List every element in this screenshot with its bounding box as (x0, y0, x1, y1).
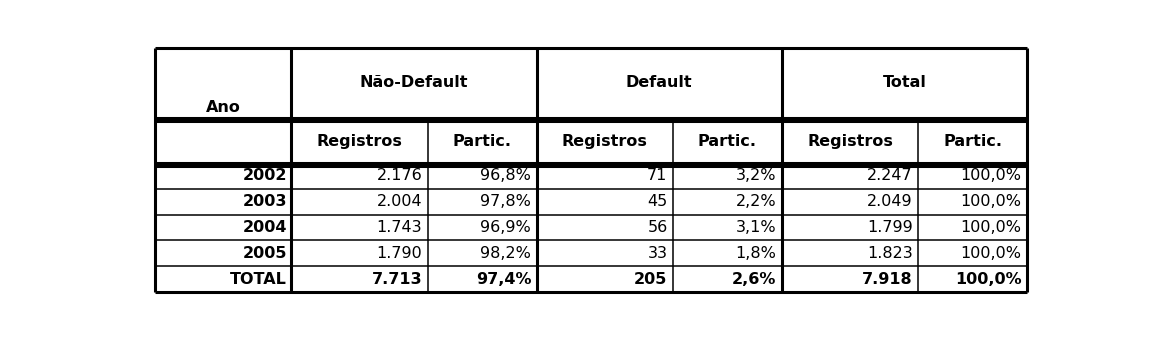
Text: Registros: Registros (807, 134, 892, 149)
Text: 7.713: 7.713 (371, 272, 422, 287)
Text: 2002: 2002 (242, 168, 287, 183)
Text: 33: 33 (648, 246, 668, 261)
Text: Total: Total (882, 75, 926, 90)
Text: Registros: Registros (317, 134, 402, 149)
Text: 100,0%: 100,0% (960, 220, 1022, 235)
Text: 100,0%: 100,0% (955, 272, 1022, 287)
Text: 2,6%: 2,6% (732, 272, 776, 287)
Text: 2.247: 2.247 (867, 168, 913, 183)
Text: 3,2%: 3,2% (736, 168, 776, 183)
Text: 100,0%: 100,0% (960, 246, 1022, 261)
Text: TOTAL: TOTAL (229, 272, 287, 287)
Text: Partic.: Partic. (698, 134, 756, 149)
Text: 2.176: 2.176 (377, 168, 422, 183)
Text: 100,0%: 100,0% (960, 194, 1022, 209)
Text: 2005: 2005 (242, 246, 287, 261)
Text: 100,0%: 100,0% (960, 168, 1022, 183)
Text: 71: 71 (647, 168, 668, 183)
Text: 2003: 2003 (242, 194, 287, 209)
Text: 2004: 2004 (242, 220, 287, 235)
Text: 1.823: 1.823 (867, 246, 913, 261)
Text: 1,8%: 1,8% (736, 246, 776, 261)
Text: 98,2%: 98,2% (481, 246, 532, 261)
Text: 1.790: 1.790 (377, 246, 422, 261)
Text: 2.049: 2.049 (867, 194, 913, 209)
Text: Registros: Registros (562, 134, 648, 149)
Text: 3,1%: 3,1% (736, 220, 776, 235)
Text: 1.743: 1.743 (377, 220, 422, 235)
Text: Default: Default (626, 75, 693, 90)
Text: 205: 205 (634, 272, 668, 287)
Text: 96,9%: 96,9% (481, 220, 532, 235)
Text: 96,8%: 96,8% (481, 168, 532, 183)
Text: Partic.: Partic. (453, 134, 512, 149)
Text: 97,4%: 97,4% (476, 272, 532, 287)
Text: 1.799: 1.799 (867, 220, 913, 235)
Text: Partic.: Partic. (943, 134, 1002, 149)
Text: 2.004: 2.004 (377, 194, 422, 209)
Text: 2,2%: 2,2% (736, 194, 776, 209)
Text: 97,8%: 97,8% (481, 194, 532, 209)
Text: 7.918: 7.918 (862, 272, 913, 287)
Text: 45: 45 (647, 194, 668, 209)
Text: Ano: Ano (205, 100, 241, 115)
Text: 56: 56 (647, 220, 668, 235)
Text: Não-Default: Não-Default (360, 75, 468, 90)
